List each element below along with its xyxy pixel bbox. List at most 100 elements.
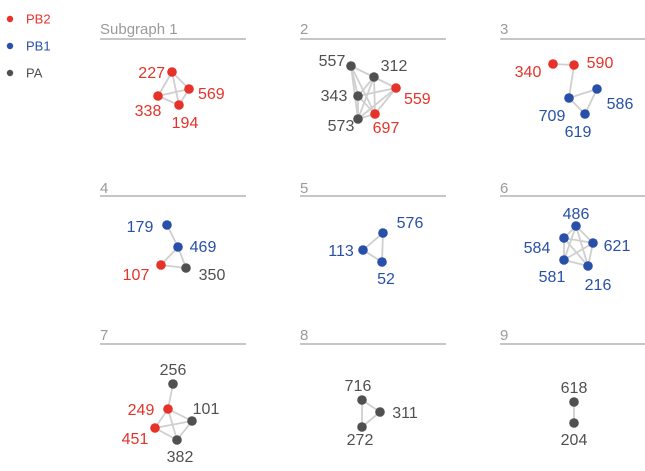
node-label-216: 216 xyxy=(585,277,612,294)
subgraph-title: 5 xyxy=(300,180,308,197)
node-618 xyxy=(569,397,579,407)
node-256 xyxy=(168,379,178,389)
node-107 xyxy=(156,260,166,270)
node-573 xyxy=(353,114,363,124)
node-label-697: 697 xyxy=(373,120,400,137)
subgraph-title: 8 xyxy=(300,327,308,344)
node-label-113: 113 xyxy=(328,243,354,260)
node-216 xyxy=(583,261,593,271)
subgraph-panel-3: 3 340 590 709 586 619 xyxy=(500,21,645,141)
subgraph-panel-9: 9 618 204 xyxy=(500,327,645,449)
node-label-350: 350 xyxy=(199,267,226,284)
edge-621-581 xyxy=(563,242,594,261)
node-338 xyxy=(153,91,163,101)
node-label-486: 486 xyxy=(563,206,590,223)
node-249 xyxy=(163,404,173,414)
edge-569-338 xyxy=(157,88,190,97)
subgraph-title: 4 xyxy=(100,180,108,197)
edge-343-559 xyxy=(357,87,397,97)
node-label-557: 557 xyxy=(319,53,346,70)
node-label-581: 581 xyxy=(539,269,566,286)
node-label-340: 340 xyxy=(515,64,542,81)
node-227 xyxy=(167,67,177,77)
edge-576-52 xyxy=(381,232,384,263)
node-486 xyxy=(571,221,581,231)
node-382 xyxy=(172,435,182,445)
subgraph-title: Subgraph 1 xyxy=(100,21,178,38)
node-label-52: 52 xyxy=(377,271,395,288)
subgraph-title: 7 xyxy=(100,327,108,344)
edge-590-709 xyxy=(568,64,575,99)
edge-312-697 xyxy=(373,76,376,115)
node-52 xyxy=(377,257,387,267)
node-716 xyxy=(357,395,367,405)
edge-486-581 xyxy=(563,225,577,261)
node-179 xyxy=(162,220,172,230)
legend-marker-pa xyxy=(6,69,14,77)
subgraph-panel-1: Subgraph 1 227 569 338 194 xyxy=(100,21,246,132)
subgraph-panel-7: 7 256 249 101 451 382 xyxy=(100,327,246,466)
node-451 xyxy=(150,423,160,433)
node-label-619: 619 xyxy=(565,124,592,141)
node-label-256: 256 xyxy=(160,362,187,379)
node-194 xyxy=(174,100,184,110)
edge-709-586 xyxy=(568,88,598,99)
node-label-716: 716 xyxy=(345,378,372,395)
legend-label-pb1: PB1 xyxy=(26,39,51,54)
node-label-576: 576 xyxy=(397,215,424,232)
node-586 xyxy=(592,84,602,94)
node-label-312: 312 xyxy=(381,58,408,75)
node-113 xyxy=(358,245,368,255)
edge-557-573 xyxy=(350,65,359,120)
edge-559-697 xyxy=(374,87,397,115)
subgraph-title: 3 xyxy=(500,21,508,38)
node-312 xyxy=(369,72,379,82)
node-559 xyxy=(391,83,401,93)
node-label-569: 569 xyxy=(198,86,225,103)
node-576 xyxy=(378,228,388,238)
legend-marker-pb2 xyxy=(6,15,14,23)
node-label-343: 343 xyxy=(321,88,348,105)
node-label-451: 451 xyxy=(122,431,149,448)
node-311 xyxy=(375,407,385,417)
node-label-590: 590 xyxy=(587,55,614,72)
node-581 xyxy=(559,255,569,265)
node-label-272: 272 xyxy=(347,432,374,449)
node-569 xyxy=(184,84,194,94)
node-label-586: 586 xyxy=(607,96,634,113)
legend: PB2 PB1 PA xyxy=(6,12,51,81)
subgraph-panel-4: 4 179 469 107 350 xyxy=(100,180,246,284)
node-label-618: 618 xyxy=(561,380,588,397)
node-label-249: 249 xyxy=(128,402,155,419)
legend-marker-pb1 xyxy=(6,42,14,50)
node-label-194: 194 xyxy=(172,115,199,132)
node-621 xyxy=(588,238,598,248)
subgraph-panel-8: 8 716 311 272 xyxy=(300,327,446,449)
node-619 xyxy=(580,109,590,119)
node-343 xyxy=(353,91,363,101)
node-557 xyxy=(346,61,356,71)
node-label-311: 311 xyxy=(392,405,418,422)
subgraph-title: 2 xyxy=(300,21,308,38)
node-label-101: 101 xyxy=(193,401,220,418)
node-272 xyxy=(357,422,367,432)
node-label-559: 559 xyxy=(404,91,431,108)
edge-227-194 xyxy=(171,71,180,106)
node-709 xyxy=(564,93,574,103)
node-label-227: 227 xyxy=(138,65,165,82)
node-label-338: 338 xyxy=(135,103,162,120)
node-label-709: 709 xyxy=(539,108,566,125)
node-label-621: 621 xyxy=(604,238,631,255)
subgraph-panel-2: 2 557 312 343 559 573 697 xyxy=(300,21,446,137)
edge-101-451 xyxy=(154,420,193,429)
legend-label-pb2: PB2 xyxy=(26,12,51,27)
edges xyxy=(154,383,193,441)
node-label-584: 584 xyxy=(524,240,551,257)
subgraph-title: 9 xyxy=(500,327,508,344)
edge-584-621 xyxy=(563,237,594,244)
subgraph-panel-5: 5 576 113 52 xyxy=(300,180,446,288)
node-350 xyxy=(181,263,191,273)
node-label-469: 469 xyxy=(190,239,217,256)
subgraph-panel-6: 6 486 584 621 581 216 xyxy=(500,180,645,294)
